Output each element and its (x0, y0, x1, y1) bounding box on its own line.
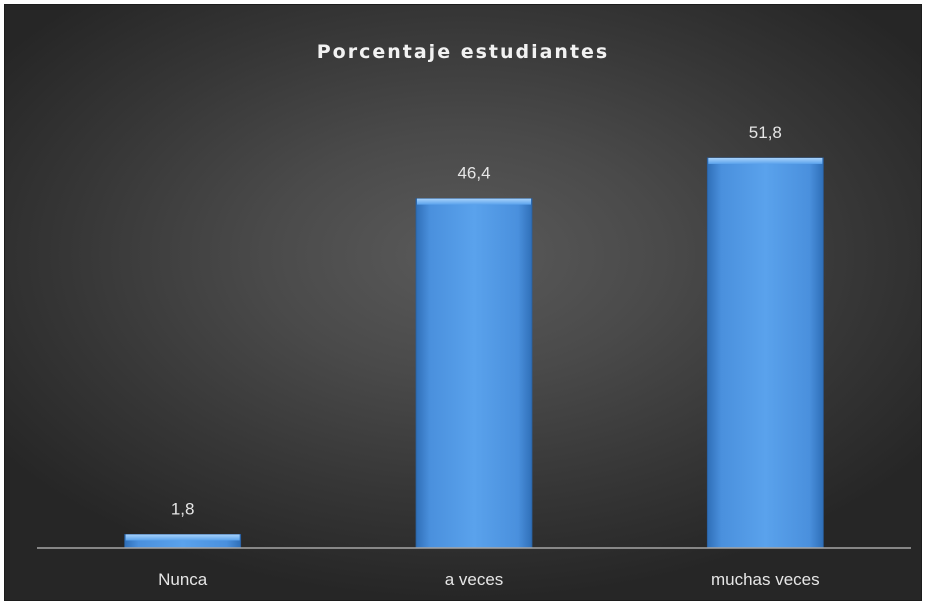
chart-title: Porcentaje estudiantes (316, 41, 610, 63)
data-label: 46,4 (457, 164, 490, 183)
chart-area: Porcentaje estudiantes 1,8 Nunca 46,4 a vec… (4, 4, 922, 601)
bars-layer (124, 157, 824, 549)
bar-body (415, 198, 533, 549)
bar-muchas-veces (706, 157, 824, 549)
bar-chart-plot: 1,8 Nunca 46,4 a veces 51,8 muchas veces (37, 123, 911, 589)
bar-a-veces (415, 198, 533, 549)
data-label: 1,8 (171, 499, 195, 518)
bar-nunca (124, 534, 242, 549)
bar-highlight (417, 198, 531, 205)
labels-layer: 1,8 Nunca 46,4 a veces 51,8 muchas veces (158, 123, 820, 589)
x-tick-label: Nunca (158, 570, 208, 589)
bar-body (706, 157, 824, 549)
bar-highlight (125, 534, 240, 541)
x-tick-label: muchas veces (711, 570, 820, 589)
data-label: 51,8 (749, 123, 782, 142)
x-tick-label: a veces (445, 570, 504, 589)
bar-highlight (708, 157, 823, 164)
